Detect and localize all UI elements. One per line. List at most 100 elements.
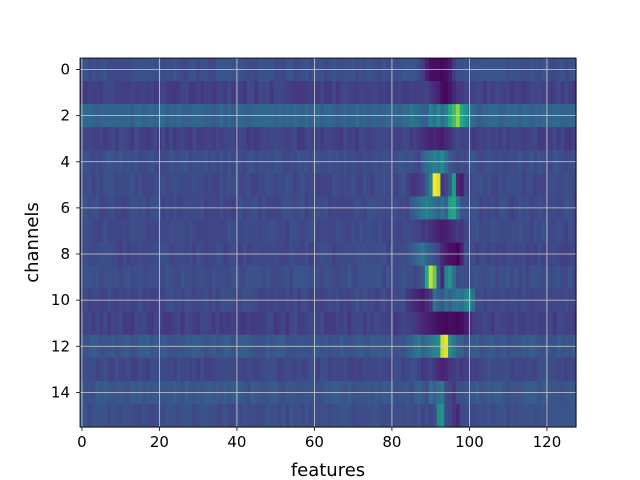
heatmap-cell [486,265,492,290]
heatmap-cell [409,403,414,428]
heatmap-cell [308,403,314,428]
heatmap-cell [215,311,221,336]
heatmap-cell [498,219,503,244]
heatmap-cell [238,403,244,428]
heatmap-cell [273,311,279,336]
heatmap-cell [219,357,224,382]
heatmap-cell [339,173,345,197]
heatmap-cell [126,265,131,290]
heatmap-cell [138,219,143,244]
heatmap-cell [103,357,108,382]
heatmap-cell [316,219,321,244]
heatmap-cell [134,219,139,244]
heatmap-cell [374,311,379,336]
heatmap-cell [459,127,465,151]
heatmap-cell [444,173,449,197]
heatmap-cell [258,127,263,151]
heatmap-cell [242,357,248,382]
heatmap-cell [227,265,232,290]
heatmap-cell [273,173,279,197]
heatmap-cell [138,127,143,151]
heatmap-cell [347,403,352,428]
heatmap-cell [374,219,379,244]
heatmap-cell [560,173,565,197]
heatmap-cell [564,265,569,290]
heatmap-cell [308,81,314,105]
heatmap-cell [568,127,573,151]
heatmap-cell [490,311,496,336]
heatmap-cell [455,403,461,428]
heatmap-cell [386,219,391,244]
heatmap-cell [560,219,565,244]
x-axis-label: features [291,460,365,480]
heatmap-cell [134,403,139,428]
heatmap-cell [393,357,399,382]
heatmap-cell [413,173,418,197]
heatmap-cell [316,265,321,290]
heatmap-cell [455,219,461,244]
heatmap-cell [432,219,438,244]
heatmap-cell [397,219,403,244]
heatmap-cell [405,81,410,105]
heatmap-cell [502,311,507,336]
heatmap-cell [386,311,391,336]
heatmap-cell [273,403,279,428]
heatmap-cell [149,219,155,244]
heatmap-cell [300,357,306,382]
heatmap-cell [347,81,352,105]
heatmap-cell [475,265,480,290]
heatmap-cell [173,357,178,382]
heatmap-cell [173,219,178,244]
heatmap-cell [533,265,538,290]
heatmap-cell [378,219,383,244]
heatmap-cell [122,173,128,197]
heatmap-cell [475,311,480,336]
heatmap-cell [165,357,170,382]
heatmap-cell [142,357,147,382]
heatmap-cell [316,403,321,428]
heatmap-cell [347,219,352,244]
heatmap-cell [169,403,174,428]
heatmap-cell [370,173,376,197]
heatmap-cell [541,81,546,105]
heatmap-cell [506,311,511,336]
heatmap-cell [560,127,565,151]
heatmap-cell [413,357,418,382]
heatmap-cell [359,357,364,382]
heatmap-cell [308,219,314,244]
heatmap-cell [409,357,414,382]
heatmap-cell [107,127,112,151]
heatmap-cell [246,311,252,336]
heatmap-cell [145,173,151,197]
heatmap-cell [382,357,387,382]
heatmap-cell [188,357,193,382]
heatmap-cell [285,403,290,428]
heatmap-cell [281,357,286,382]
heatmap-cell [533,81,538,105]
heatmap-cell [242,311,248,336]
heatmap-cell [486,357,492,382]
heatmap-cell [510,173,515,197]
heatmap-cell [494,265,500,290]
heatmap-cell [231,81,236,105]
heatmap-cell [207,403,213,428]
heatmap-cell [153,127,159,151]
heatmap-cell [417,357,422,382]
heatmap-cell [564,403,569,428]
heatmap-cell [192,127,197,151]
heatmap-cell [452,403,457,428]
heatmap-cell [525,127,531,151]
heatmap-cell [328,403,333,428]
heatmap-cell [258,265,263,290]
heatmap-cell [448,265,453,290]
heatmap-cell [347,127,352,151]
heatmap-cell [204,173,209,197]
heatmap-cell [486,219,492,244]
heatmap-cell [153,403,159,428]
heatmap-cell [145,403,151,428]
heatmap-cell [153,311,159,336]
heatmap-cell [432,311,438,336]
x-tick-label: 0 [77,433,87,451]
heatmap-cell [114,311,120,336]
heatmap-cell [517,127,523,151]
